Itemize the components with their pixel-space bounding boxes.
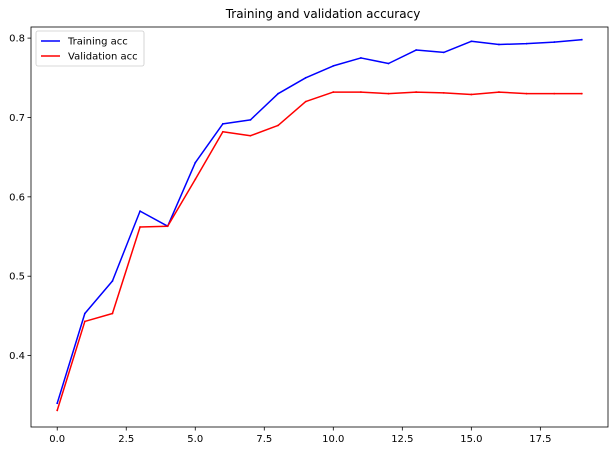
legend-label: Validation acc — [68, 52, 138, 63]
data-point-validation-acc — [470, 93, 473, 96]
data-point-training-acc — [525, 42, 528, 45]
y-tick-label: 0.7 — [9, 113, 25, 124]
data-point-validation-acc — [56, 409, 59, 412]
data-point-validation-acc — [221, 130, 224, 133]
data-point-training-acc — [194, 161, 197, 164]
x-tick-label: 17.5 — [529, 434, 551, 445]
data-point-validation-acc — [83, 320, 86, 323]
data-point-validation-acc — [332, 91, 335, 93]
data-point-training-acc — [360, 57, 362, 59]
x-tick-label: 12.5 — [391, 434, 413, 445]
y-tick-label: 0.4 — [9, 351, 25, 362]
data-point-training-acc — [580, 38, 583, 41]
data-point-training-acc — [498, 43, 500, 46]
data-point-validation-acc — [277, 124, 279, 127]
x-tick-label: 15.0 — [460, 434, 482, 445]
data-point-validation-acc — [498, 91, 500, 93]
data-point-training-acc — [553, 41, 556, 43]
data-point-validation-acc — [360, 91, 362, 93]
data-point-training-acc — [442, 51, 445, 54]
data-point-training-acc — [249, 118, 252, 121]
data-point-training-acc — [470, 40, 473, 43]
y-tick-label: 0.8 — [9, 34, 25, 45]
data-point-validation-acc — [194, 178, 197, 181]
series-line-training-acc — [56, 38, 583, 405]
data-point-validation-acc — [442, 91, 445, 94]
data-point-validation-acc — [580, 92, 583, 95]
axes-frame — [30, 26, 609, 428]
data-point-training-acc — [387, 62, 390, 65]
chart-title: Training and validation accuracy — [225, 7, 421, 21]
data-point-training-acc — [139, 210, 141, 213]
x-tick-label: 10.0 — [322, 434, 344, 445]
data-point-validation-acc — [387, 92, 390, 95]
x-tick-label: 0.0 — [49, 434, 65, 445]
series-line-validation-acc — [56, 91, 583, 412]
data-point-validation-acc — [249, 134, 252, 137]
plot-area — [56, 38, 583, 412]
data-point-training-acc — [415, 49, 418, 51]
data-point-validation-acc — [304, 100, 307, 103]
legend-box — [35, 30, 145, 67]
x-tick-label: 7.5 — [256, 434, 272, 445]
x-tick-label: 2.5 — [118, 434, 134, 445]
data-point-validation-acc — [553, 92, 556, 95]
legend-label: Training acc — [67, 37, 128, 48]
y-tick-label: 0.5 — [9, 272, 25, 283]
x-axis: 0.0 2.5 5.0 7.5 10.0 12.5 15.0 17.5 — [49, 427, 551, 445]
data-point-validation-acc — [139, 226, 141, 228]
data-point-training-acc — [56, 402, 59, 405]
data-point-validation-acc — [111, 312, 114, 315]
data-point-training-acc — [277, 92, 279, 95]
data-point-validation-acc — [525, 92, 528, 95]
y-tick-label: 0.6 — [9, 192, 25, 203]
data-point-training-acc — [304, 76, 307, 79]
data-point-validation-acc — [166, 225, 169, 228]
data-point-validation-acc — [415, 91, 418, 93]
data-point-training-acc — [221, 122, 224, 125]
data-point-training-acc — [83, 312, 86, 315]
x-tick-label: 5.0 — [187, 434, 203, 445]
y-axis: 0.4 0.5 0.6 0.7 0.8 — [9, 34, 31, 362]
data-point-training-acc — [111, 280, 114, 282]
legend: Training acc Validation acc — [35, 30, 145, 67]
data-point-training-acc — [332, 64, 335, 67]
